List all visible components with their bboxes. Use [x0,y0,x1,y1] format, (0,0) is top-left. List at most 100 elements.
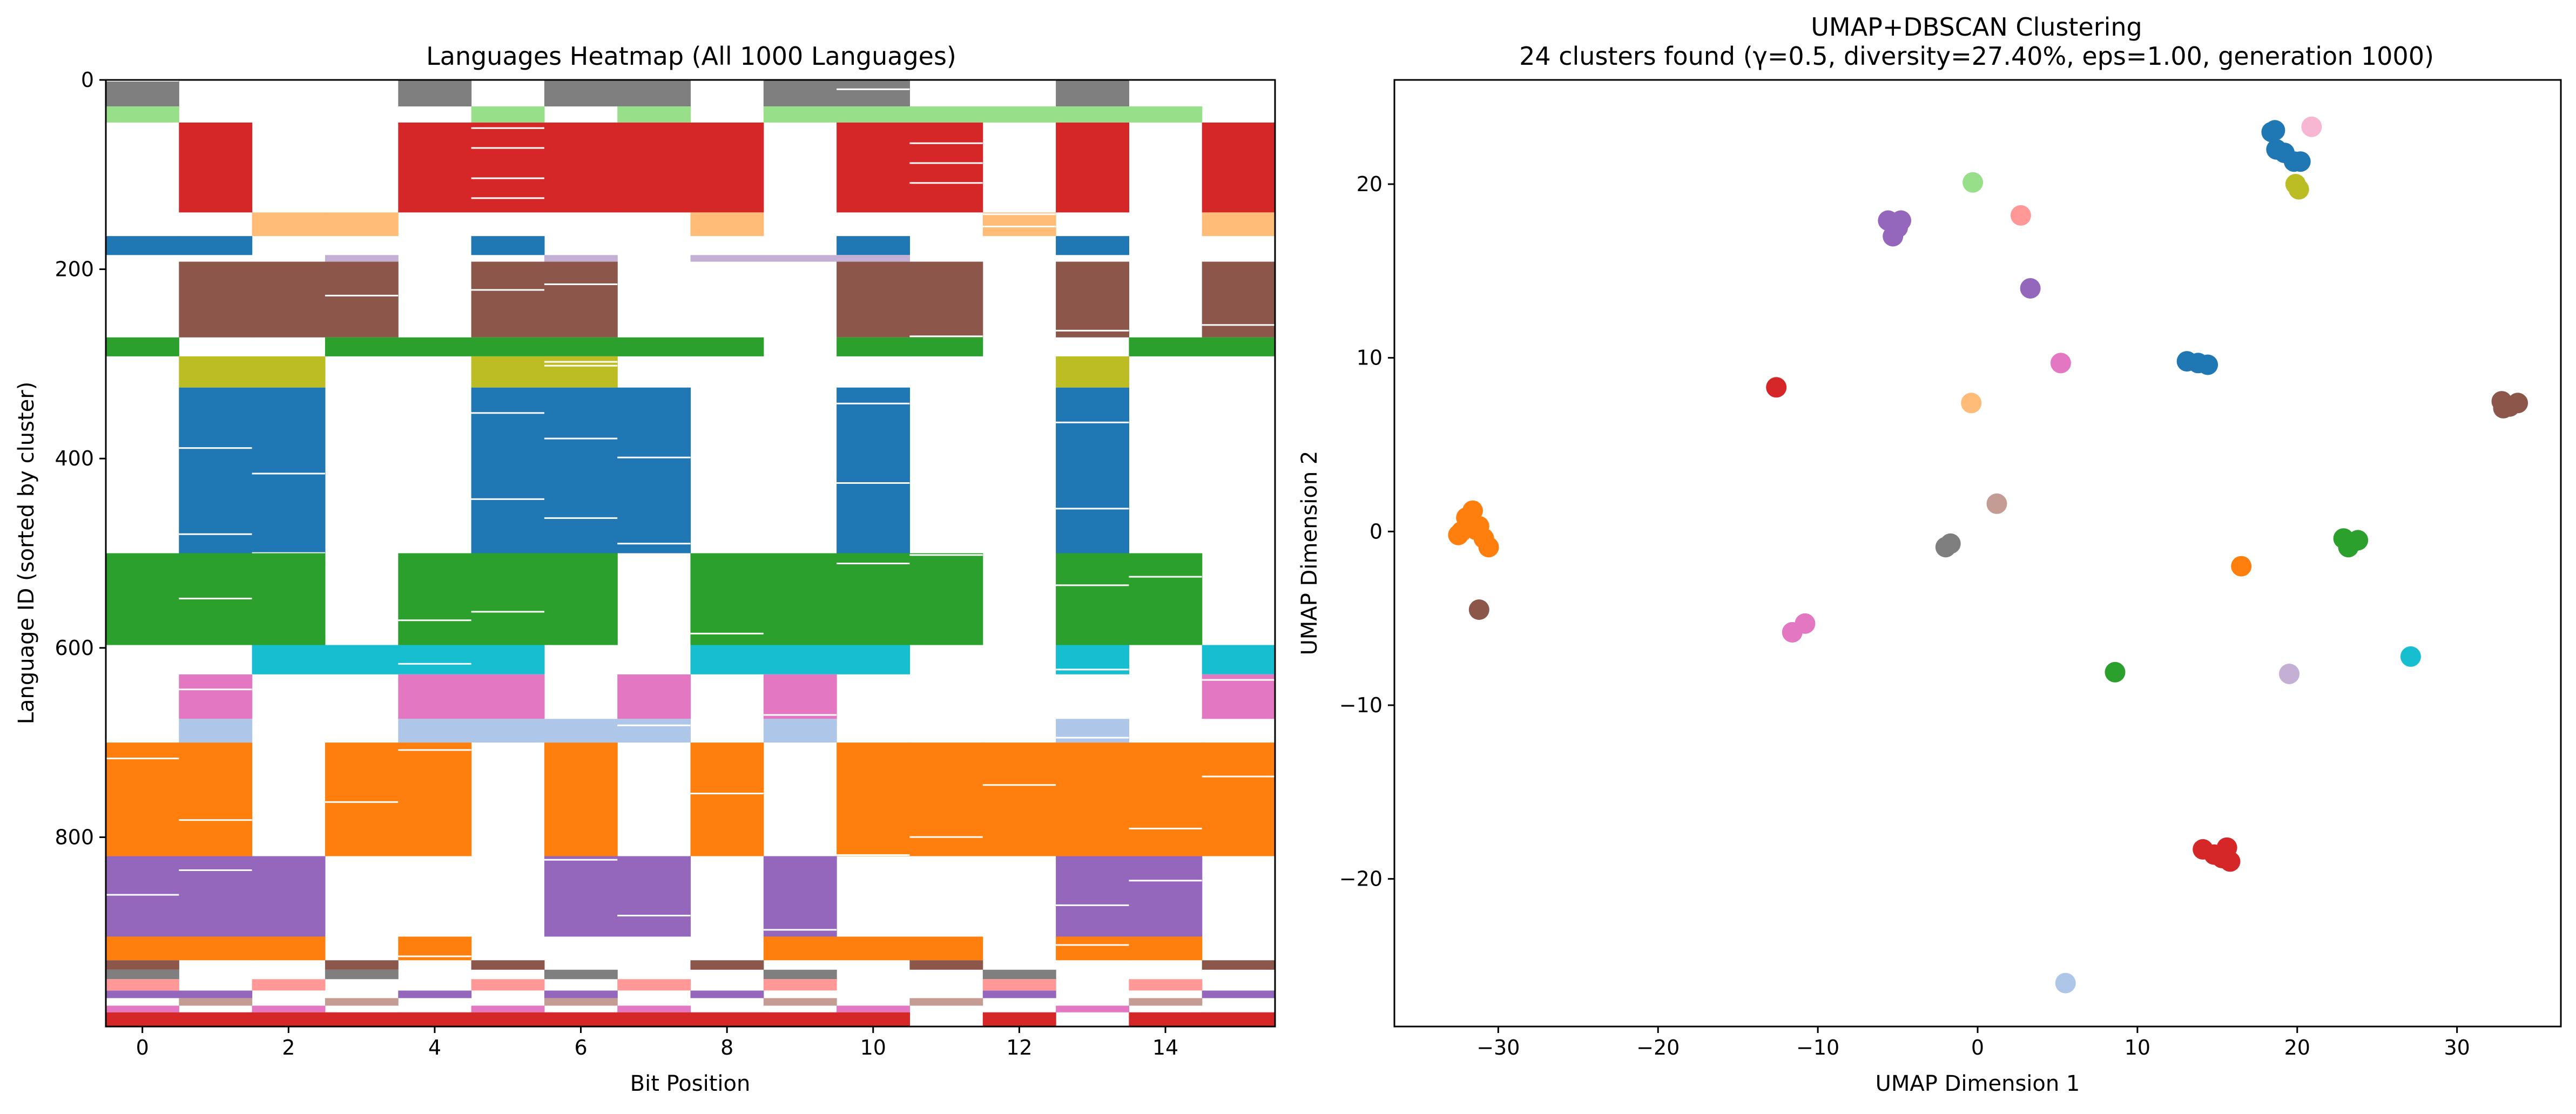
heatmap-row-gap [1202,679,1275,681]
heatmap-row-gap [763,714,837,716]
heatmap-cell [763,645,837,674]
heatmap-cell [179,236,253,255]
scatter-y-tick-label: −20 [1339,867,1383,891]
scatter-y-tick-label: 0 [1370,519,1383,543]
heatmap-cell [252,387,326,553]
heatmap-cell [252,356,326,388]
heatmap-cell [982,742,1056,856]
heatmap-y-tick-label: 600 [55,636,94,660]
heatmap-row-gap [471,197,544,199]
heatmap-row-gap [398,663,471,665]
heatmap-cell [690,990,764,998]
scatter-x-tick-label: −10 [1796,1036,1839,1059]
heatmap-cell [837,936,910,961]
heatmap-cell [1056,856,1129,937]
heatmap-x-tick-label: 2 [282,1036,295,1059]
heatmap-cell [325,998,399,1006]
heatmap-cell [325,960,399,970]
heatmap-x-tick-label: 4 [428,1036,441,1059]
heatmap-cell [1056,122,1129,213]
heatmap-cell [106,979,179,991]
heatmap-y-tick-label: 400 [55,447,94,470]
heatmap-cell [471,674,545,719]
heatmap-cell [763,936,837,961]
heatmap-row-gap [763,929,837,931]
heatmap-cell [1129,337,1203,356]
heatmap-cell [471,122,545,213]
heatmap-cell [690,742,764,856]
heatmap-cell [544,122,618,213]
scatter-point [1883,226,1904,247]
heatmap-cell [1129,936,1203,961]
heatmap-cell [909,936,983,961]
heatmap-row-gap [837,402,910,404]
heatmap-cell [690,255,764,262]
scatter-point [2279,664,2299,684]
heatmap-row-gap [1056,584,1129,586]
heatmap-row-gap [1129,827,1202,829]
scatter-point [2216,837,2237,858]
heatmap-cell [106,742,179,856]
heatmap-cell [179,990,253,998]
heatmap-cell [1202,1012,1276,1027]
heatmap-row-gap [909,335,983,337]
heatmap-cell [179,742,253,856]
heatmap-row-gap [471,289,544,291]
scatter-point [1448,524,1469,545]
heatmap-cell [106,1012,179,1027]
heatmap-panel: Languages Heatmap (All 1000 Languages) 0… [14,42,1276,1096]
scatter-ticks: −30 −20 −10 0 10 20 30 −20 −10 0 10 20 [1339,172,2470,1059]
heatmap-x-tick-label: 8 [720,1036,733,1059]
heatmap-row-gap [252,472,325,475]
heatmap-row-gap [471,147,544,149]
heatmap-row-gap [1056,508,1129,510]
scatter-point [2400,646,2421,667]
scatter-point [2493,397,2514,418]
heatmap-cell [763,969,837,980]
heatmap-cell [471,719,545,743]
heatmap-row-gap [837,482,910,484]
heatmap-cell [252,936,326,961]
heatmap-row-gap [909,162,983,164]
heatmap-cell [106,856,179,937]
heatmap-cell [1056,936,1129,961]
heatmap-row-gap [617,915,691,917]
heatmap-cell [617,1012,691,1027]
heatmap-row-gap [471,127,544,129]
scatter-frame [1393,79,2562,1028]
heatmap-cell [106,236,179,255]
heatmap-cell [106,969,179,980]
heatmap-row-gap [909,836,983,838]
heatmap-cell [471,106,545,123]
heatmap-row-gap [179,597,252,599]
heatmap-cell [398,1012,472,1027]
heatmap-cell [617,1005,691,1012]
heatmap-x-tick-label: 14 [1152,1036,1178,1059]
heatmap-cell [1056,1005,1129,1012]
heatmap-cell [106,80,179,107]
scatter-title: UMAP+DBSCAN Clustering [1811,12,2142,42]
scatter-point [1986,493,2007,514]
heatmap-cell [325,212,399,237]
scatter-point [1478,537,1499,558]
scatter-point [2020,278,2041,299]
heatmap-cell [837,1005,910,1012]
heatmap-cell [909,337,983,356]
heatmap-cell [763,979,837,991]
heatmap-cell [325,255,399,262]
heatmap-cell [909,998,983,1006]
heatmap-row-gap [690,793,764,794]
heatmap-cell [544,553,618,645]
scatter-point [2288,179,2309,200]
heatmap-cell [982,1012,1056,1027]
heatmap-cell [471,261,545,337]
heatmap-cell [471,1012,545,1027]
scatter-point [2010,205,2031,226]
heatmap-cell [398,674,472,719]
heatmap-cell [544,969,618,980]
heatmap-cell [982,990,1056,998]
heatmap-cell [106,1005,179,1012]
heatmap-cell [837,255,910,262]
